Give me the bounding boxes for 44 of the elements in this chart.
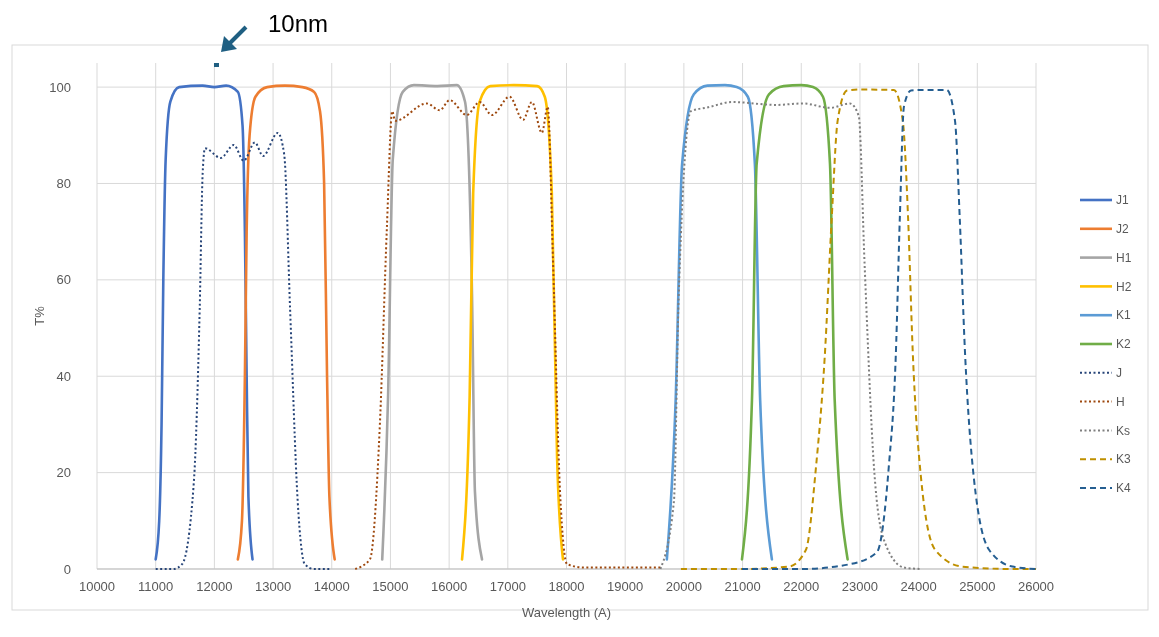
x-tick-label: 25000 bbox=[959, 579, 996, 594]
x-tick-label: 11000 bbox=[138, 579, 174, 594]
line-series bbox=[740, 88, 1037, 570]
y-tick-label: 80 bbox=[56, 176, 71, 192]
legend-label: J bbox=[1116, 366, 1122, 380]
legend-label: H2 bbox=[1116, 279, 1132, 294]
y-tick-label: 20 bbox=[56, 465, 71, 481]
y-tick-label: 40 bbox=[56, 368, 71, 384]
x-tick-label: 24000 bbox=[900, 579, 937, 594]
text: 10nm bbox=[268, 10, 329, 37]
x-tick-label: 10000 bbox=[78, 579, 116, 594]
legend-label: H bbox=[1116, 394, 1125, 409]
y-tick-label: 60 bbox=[56, 272, 71, 288]
legend-label: K4 bbox=[1116, 481, 1131, 496]
line-series bbox=[740, 83, 849, 561]
x-tick-label: 15000 bbox=[372, 579, 409, 594]
x-tick-label: 18000 bbox=[548, 579, 585, 594]
legend-label: H1 bbox=[1116, 250, 1132, 265]
line-series bbox=[659, 101, 922, 570]
x-tick-label: 20000 bbox=[665, 579, 702, 594]
legend-label: K3 bbox=[1116, 452, 1131, 467]
line-series bbox=[236, 84, 336, 561]
x-tick-label: 12000 bbox=[196, 579, 233, 594]
x-tick-label: 23000 bbox=[841, 579, 879, 594]
legend-label: K1 bbox=[1116, 308, 1131, 323]
x-tick-label: 22000 bbox=[783, 579, 820, 594]
legend-label: Ks bbox=[1116, 423, 1131, 438]
x-axis-title: Wavelength (A) bbox=[521, 605, 612, 620]
x-tick-label: 14000 bbox=[313, 579, 350, 594]
line-series bbox=[679, 88, 1037, 570]
legend-label: J1 bbox=[1116, 193, 1129, 208]
x-tick-label: 13000 bbox=[254, 579, 292, 594]
y-tick-label: 100 bbox=[49, 79, 71, 95]
legend-label: K2 bbox=[1116, 337, 1131, 352]
x-tick-label: 17000 bbox=[489, 579, 526, 594]
x-tick-label: 19000 bbox=[607, 579, 644, 594]
x-tick-label: 21000 bbox=[724, 579, 761, 594]
line-series bbox=[380, 83, 484, 561]
y-axis-title: T% bbox=[32, 305, 47, 326]
x-tick-label: 26000 bbox=[1017, 579, 1055, 594]
legend-label: J2 bbox=[1116, 222, 1129, 236]
x-tick-label: 16000 bbox=[431, 579, 468, 594]
y-tick-label: 0 bbox=[63, 561, 71, 577]
line-series bbox=[354, 95, 662, 570]
